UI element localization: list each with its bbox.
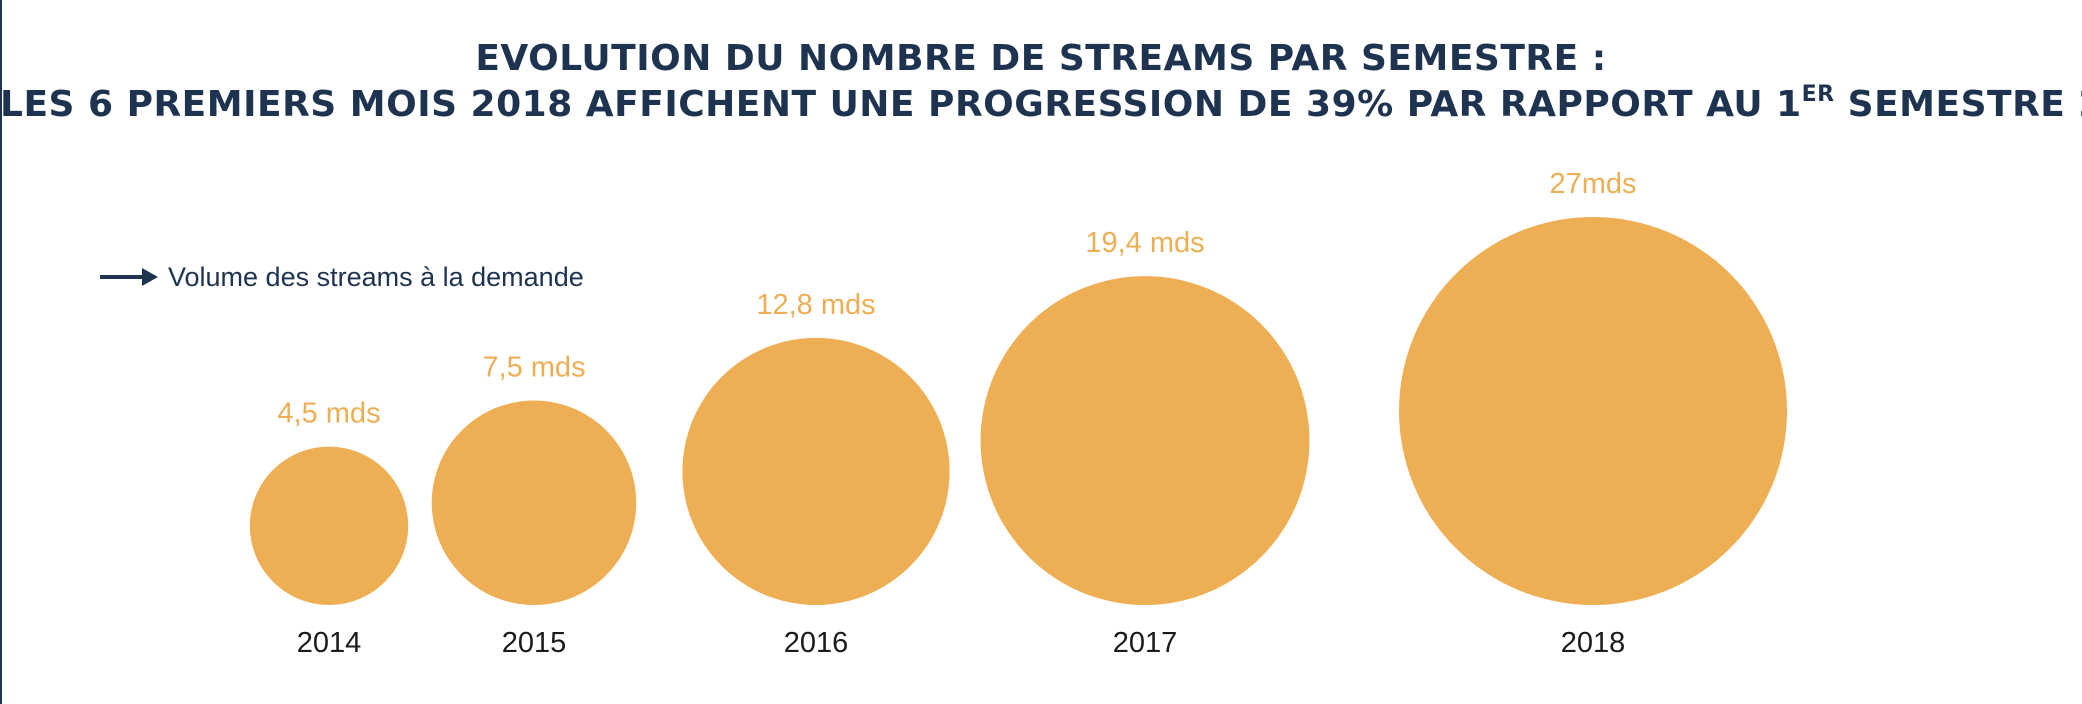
chart-title-line-2-end: SEMESTRE 2017	[1847, 84, 2082, 125]
bubble-value-label-2014: 4,5 mds	[277, 398, 380, 430]
legend-label: Volume des streams à la demande	[168, 261, 584, 292]
bubble-2018	[1399, 217, 1787, 605]
year-label-2014: 2014	[297, 627, 362, 659]
year-label-2018: 2018	[1561, 627, 1626, 659]
year-label-2016: 2016	[784, 627, 849, 659]
bubble-2014	[249, 446, 409, 605]
year-label-2017: 2017	[1113, 627, 1178, 659]
chart-title-line-2-text: LES 6 PREMIERS MOIS 2018 AFFICHENT UNE P…	[0, 84, 1802, 125]
bubble-value-label-2016: 12,8 mds	[756, 289, 875, 321]
left-border-rule	[0, 0, 2, 704]
bubble-2017	[980, 276, 1310, 605]
bubble-2015	[431, 400, 637, 605]
bubble-value-label-2017: 19,4 mds	[1085, 227, 1204, 259]
chart-title-superscript: ER	[1801, 82, 1835, 107]
chart-title-line-2: LES 6 PREMIERS MOIS 2018 AFFICHENT UNE P…	[0, 82, 2082, 126]
legend-arrow-icon	[100, 268, 158, 286]
chart-legend: Volume des streams à la demande	[100, 257, 584, 297]
bubble-2016	[682, 337, 950, 605]
year-label-2015: 2015	[502, 627, 567, 659]
bubble-value-label-2015: 7,5 mds	[482, 352, 585, 384]
chart-title-line-1: EVOLUTION DU NOMBRE DE STREAMS PAR SEMES…	[475, 38, 1607, 79]
bubble-value-label-2018: 27mds	[1549, 168, 1636, 200]
